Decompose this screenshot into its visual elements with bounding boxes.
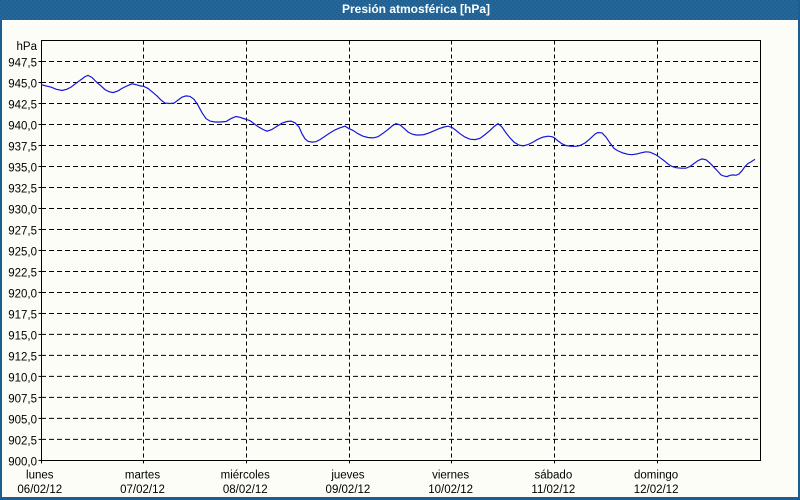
svg-text:912,5: 912,5: [8, 351, 37, 363]
svg-text:905,0: 905,0: [8, 414, 37, 426]
svg-text:900,0: 900,0: [8, 456, 37, 468]
svg-text:jueves: jueves: [330, 469, 364, 481]
svg-text:937,5: 937,5: [8, 141, 37, 153]
svg-text:sábado: sábado: [535, 469, 573, 481]
svg-text:08/02/12: 08/02/12: [223, 484, 268, 496]
svg-text:902,5: 902,5: [8, 435, 37, 447]
svg-text:06/02/12: 06/02/12: [17, 484, 62, 496]
svg-text:945,0: 945,0: [8, 78, 37, 90]
svg-text:martes: martes: [125, 469, 160, 481]
svg-text:922,5: 922,5: [8, 267, 37, 279]
svg-text:10/02/12: 10/02/12: [428, 484, 473, 496]
svg-text:925,0: 925,0: [8, 246, 37, 258]
svg-text:11/02/12: 11/02/12: [531, 484, 575, 496]
svg-text:miércoles: miércoles: [221, 469, 270, 481]
svg-text:935,0: 935,0: [8, 162, 37, 174]
svg-text:930,0: 930,0: [8, 204, 37, 216]
svg-text:947,5: 947,5: [8, 58, 37, 70]
svg-text:domingo: domingo: [634, 469, 678, 481]
svg-text:lunes: lunes: [26, 469, 54, 481]
svg-text:910,0: 910,0: [8, 372, 37, 384]
svg-text:12/02/12: 12/02/12: [634, 484, 679, 496]
svg-text:hPa: hPa: [17, 41, 38, 53]
svg-text:920,0: 920,0: [8, 288, 37, 300]
svg-text:09/02/12: 09/02/12: [326, 484, 371, 496]
svg-text:917,5: 917,5: [8, 309, 37, 321]
svg-text:940,0: 940,0: [8, 120, 37, 132]
svg-text:942,5: 942,5: [8, 99, 37, 111]
svg-text:907,5: 907,5: [8, 393, 37, 405]
svg-text:07/02/12: 07/02/12: [120, 484, 165, 496]
svg-text:927,5: 927,5: [8, 225, 37, 237]
svg-text:932,5: 932,5: [8, 183, 37, 195]
svg-text:viernes: viernes: [432, 469, 469, 481]
svg-text:915,0: 915,0: [8, 330, 37, 342]
